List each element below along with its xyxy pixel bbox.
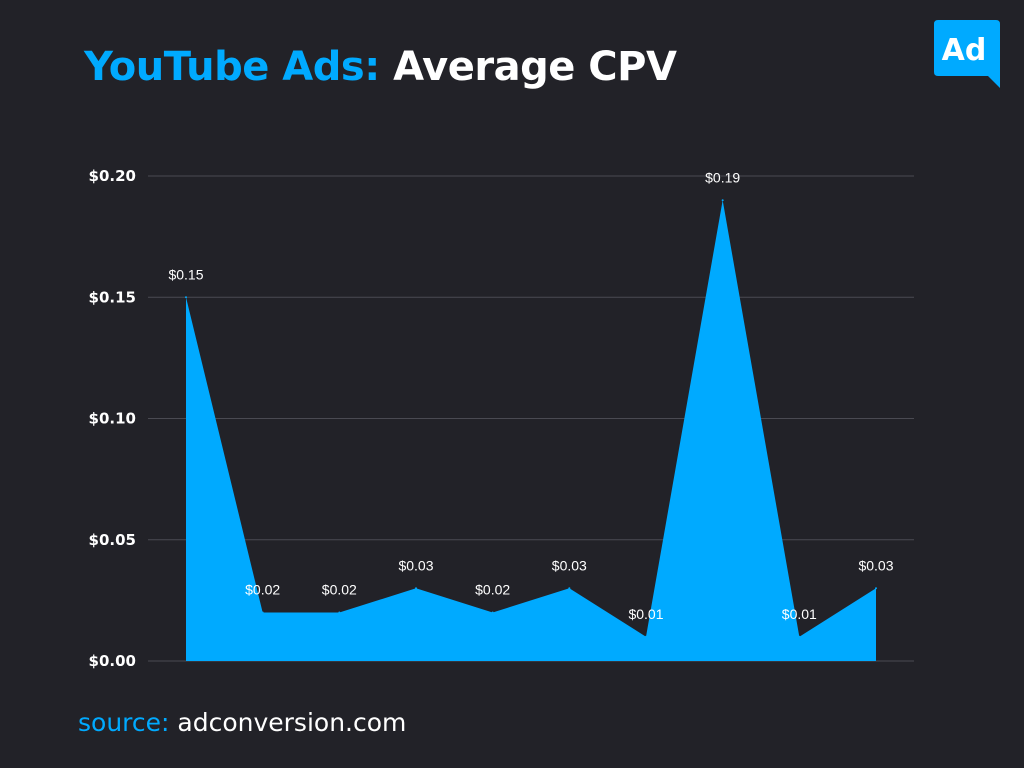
y-tick-label: $0.00 xyxy=(89,652,136,670)
y-tick-label: $0.20 xyxy=(89,167,136,185)
data-label: $0.03 xyxy=(552,557,587,573)
data-label: $0.02 xyxy=(475,582,510,598)
data-point xyxy=(645,635,647,638)
logo-text: Ad xyxy=(942,33,987,68)
chart-title: YouTube Ads: Average CPV xyxy=(84,44,677,90)
title-accent: YouTube Ads: xyxy=(84,44,380,90)
data-label: $0.02 xyxy=(322,582,357,598)
data-point xyxy=(185,296,187,299)
data-point xyxy=(415,587,417,590)
data-point xyxy=(568,587,571,590)
brand-logo: Ad xyxy=(934,20,1000,88)
data-point xyxy=(875,587,877,590)
data-label: $0.15 xyxy=(168,266,203,282)
data-label: $0.02 xyxy=(245,582,280,598)
area-series xyxy=(186,200,876,661)
data-point xyxy=(491,611,494,614)
data-point xyxy=(261,611,264,614)
source-credit: source: adconversion.com xyxy=(78,708,406,737)
data-label: $0.03 xyxy=(398,557,433,573)
y-tick-label: $0.10 xyxy=(89,410,136,428)
source-label: source: xyxy=(78,708,170,737)
data-label: $0.03 xyxy=(858,557,893,573)
speech-bubble-icon: Ad xyxy=(934,20,1000,88)
title-main: Average CPV xyxy=(393,44,677,90)
area-fill xyxy=(186,200,876,661)
y-axis-ticks: $0.00 $0.05 $0.10 $0.15 $0.20 xyxy=(89,167,136,670)
data-point xyxy=(338,611,341,614)
source-value: adconversion.com xyxy=(177,708,407,737)
data-label: $0.19 xyxy=(705,169,740,185)
data-point xyxy=(798,635,801,638)
y-tick-label: $0.15 xyxy=(89,288,136,306)
data-label: $0.01 xyxy=(628,606,663,622)
y-tick-label: $0.05 xyxy=(89,531,136,549)
data-labels: $0.15 $0.02 $0.02 $0.03 $0.02 $0.03 $0.01 $0.19… xyxy=(168,169,894,638)
area-chart: $0.00 $0.05 $0.10 $0.15 $0.20 $0.15 $0.02 $0.0… xyxy=(89,167,914,670)
data-point xyxy=(721,199,724,202)
data-label: $0.01 xyxy=(782,606,817,622)
